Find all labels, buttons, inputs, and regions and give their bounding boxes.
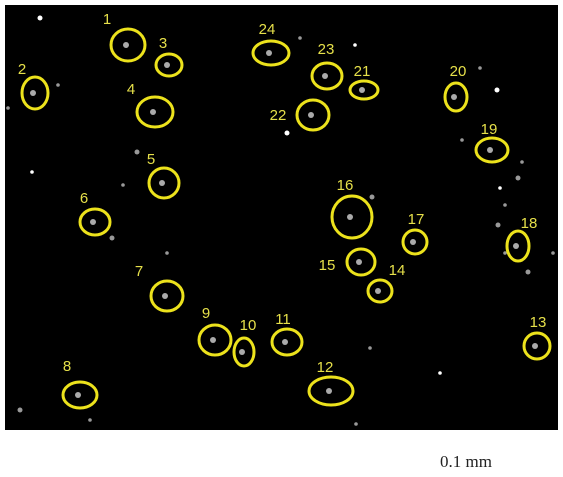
particle <box>353 43 357 47</box>
cell <box>513 243 519 249</box>
particle <box>526 270 531 275</box>
cell <box>410 239 416 245</box>
particle <box>370 195 375 200</box>
cell <box>210 337 216 343</box>
particle <box>88 418 92 422</box>
cell <box>159 180 165 186</box>
cell <box>308 112 314 118</box>
cell <box>347 214 353 220</box>
scale-label: 0.1 mm <box>440 452 492 472</box>
marker-label: 20 <box>450 63 467 80</box>
particle <box>551 251 555 255</box>
marker-label: 17 <box>408 211 425 228</box>
marker-label: 13 <box>530 314 547 331</box>
marker-label: 5 <box>147 151 155 168</box>
cell <box>487 147 493 153</box>
particle <box>165 251 169 255</box>
page: 123456789101112131415161718192021222324 … <box>0 0 563 477</box>
cell <box>164 62 170 68</box>
particle <box>460 138 464 142</box>
particle <box>503 203 507 207</box>
particle <box>56 83 60 87</box>
particle <box>135 150 140 155</box>
marker-label: 11 <box>275 311 291 328</box>
marker-label: 14 <box>389 262 406 279</box>
particle <box>478 66 482 70</box>
marker-label: 19 <box>481 121 498 138</box>
particle <box>438 371 442 375</box>
marker-label: 3 <box>159 35 167 52</box>
marker-label: 18 <box>521 215 538 232</box>
marker-label: 9 <box>202 305 210 322</box>
marker-label: 2 <box>18 61 26 78</box>
marker-label: 8 <box>63 358 71 375</box>
particle <box>6 106 10 110</box>
cell <box>75 392 81 398</box>
particle <box>495 88 500 93</box>
marker-label: 1 <box>103 11 111 28</box>
particle <box>18 408 23 413</box>
image-background <box>5 5 558 430</box>
particle <box>38 16 43 21</box>
cell <box>123 42 129 48</box>
cell <box>150 109 156 115</box>
marker-label: 12 <box>317 359 334 376</box>
cell <box>375 288 381 294</box>
particle <box>121 183 125 187</box>
marker-label: 22 <box>270 107 287 124</box>
particle <box>298 36 302 40</box>
cell <box>90 219 96 225</box>
particle <box>30 170 34 174</box>
particle <box>368 346 372 350</box>
marker-label: 10 <box>240 317 257 334</box>
marker-label: 16 <box>337 177 354 194</box>
marker-label: 23 <box>318 41 335 58</box>
particle <box>285 131 290 136</box>
cell <box>451 94 457 100</box>
particle <box>354 422 358 426</box>
particle <box>498 186 502 190</box>
cell <box>322 73 328 79</box>
cell <box>359 87 365 93</box>
cell <box>30 90 36 96</box>
marker-label: 7 <box>135 263 143 280</box>
marker-label: 15 <box>319 257 336 274</box>
cell <box>326 388 332 394</box>
particle <box>520 160 524 164</box>
marker-label: 24 <box>259 21 276 38</box>
marker-label: 21 <box>354 63 371 80</box>
particle <box>110 236 115 241</box>
cell <box>162 293 168 299</box>
cell <box>532 343 538 349</box>
marker-label: 4 <box>127 81 135 98</box>
cell <box>239 349 245 355</box>
particle <box>516 176 521 181</box>
cell <box>356 259 362 265</box>
marker-label: 6 <box>80 190 88 207</box>
cell <box>266 50 272 56</box>
particle <box>496 223 501 228</box>
cell <box>282 339 288 345</box>
